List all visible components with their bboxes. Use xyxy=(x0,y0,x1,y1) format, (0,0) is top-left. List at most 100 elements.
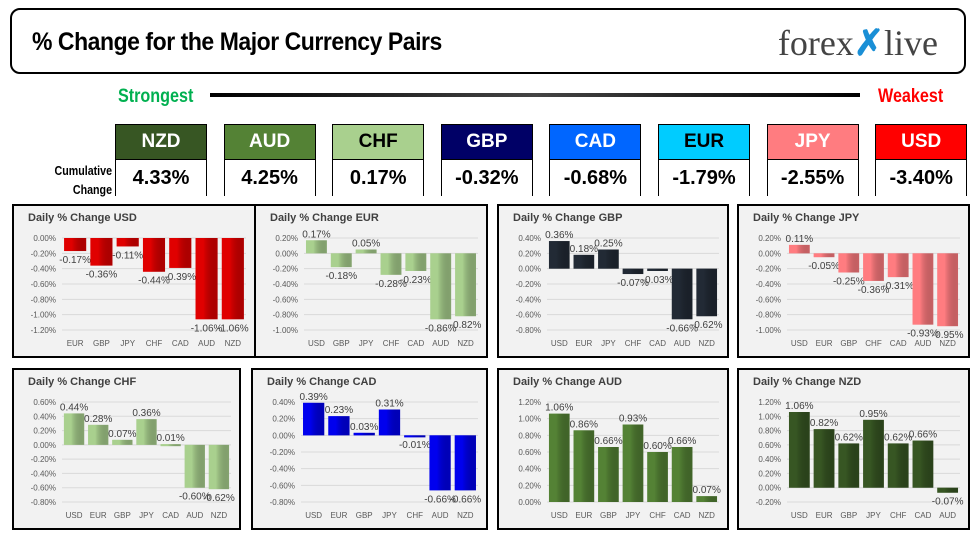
cumulative-value: -0.68% xyxy=(550,160,641,196)
chart-nzd: Daily % Change NZD -0.20% 0.00% 0.20% 0.40% 0… xyxy=(737,368,970,530)
x-tick-label: CHF xyxy=(865,339,882,348)
data-label: -0.93% xyxy=(907,329,939,340)
currency-box-eur: EUR -1.79% xyxy=(658,124,750,196)
currency-box-jpy: JPY -2.55% xyxy=(766,124,859,196)
data-label: -0.03% xyxy=(642,275,674,286)
bar-shade xyxy=(455,253,477,317)
x-tick-label: AUD xyxy=(432,511,449,520)
x-tick-label: USD xyxy=(551,511,568,520)
data-label: 0.23% xyxy=(325,405,353,416)
y-tick-label: 1.00% xyxy=(518,415,541,424)
bar-shade xyxy=(116,238,139,247)
cumulative-value: -0.32% xyxy=(441,160,532,196)
y-tick-label: -0.40% xyxy=(273,280,298,289)
bar-shade xyxy=(160,444,181,447)
y-tick-label: -0.40% xyxy=(31,265,56,274)
x-tick-label: CHF xyxy=(383,339,400,348)
data-label: 0.66% xyxy=(594,436,622,447)
cumulative-value: -2.55% xyxy=(767,160,858,196)
y-tick-label: -0.20% xyxy=(270,448,295,457)
bar-shade xyxy=(330,253,352,268)
data-label: -0.66% xyxy=(666,323,698,334)
x-tick-label: USD xyxy=(308,339,325,348)
x-tick-label: NZD xyxy=(211,511,228,520)
bar-shade xyxy=(696,496,718,502)
y-tick-label: -0.60% xyxy=(756,295,781,304)
bar-shade xyxy=(142,238,166,272)
data-label: 0.44% xyxy=(60,402,88,413)
y-tick-label: 0.00% xyxy=(272,431,295,440)
bar-shade xyxy=(169,238,192,268)
x-tick-label: NZD xyxy=(698,339,715,348)
cumulative-change-label: Cumulative Change xyxy=(41,161,112,199)
chart-aud: Daily % Change AUD 0.00% 0.20% 0.40% 0.60% 0.… xyxy=(497,368,729,530)
bar-shade xyxy=(136,419,157,445)
y-tick-label: -0.20% xyxy=(31,249,56,258)
y-tick-label: 0.20% xyxy=(275,234,298,243)
data-label: -0.18% xyxy=(325,271,357,282)
x-tick-label: USD xyxy=(551,339,568,348)
data-label: -0.17% xyxy=(59,255,91,266)
currency-code: NZD xyxy=(116,125,206,160)
bar-shade xyxy=(912,253,934,325)
bar-shade xyxy=(912,440,934,488)
x-tick-label: CAD xyxy=(407,339,424,348)
data-label: -0.39% xyxy=(164,272,196,283)
data-label: -0.86% xyxy=(425,323,457,334)
y-tick-label: 0.20% xyxy=(758,469,781,478)
x-tick-label: JPY xyxy=(601,339,616,348)
bar-shade xyxy=(328,416,350,436)
cumulative-value: -3.40% xyxy=(876,160,967,196)
bar-shade xyxy=(208,444,230,490)
data-label: -0.28% xyxy=(375,279,407,290)
x-tick-label: USD xyxy=(66,511,83,520)
currency-code: JPY xyxy=(767,125,858,160)
y-tick-label: 0.80% xyxy=(758,427,781,436)
bar-shade xyxy=(696,268,718,317)
chart-usd: Daily % Change USD -1.20% -1.00% -0.80% -0.6… xyxy=(12,204,256,358)
y-tick-label: -0.40% xyxy=(516,295,541,304)
y-tick-label: 0.00% xyxy=(518,498,541,507)
x-tick-label: USD xyxy=(305,511,322,520)
bar-shade xyxy=(788,244,810,254)
data-label: 0.25% xyxy=(594,239,622,250)
y-tick-label: -0.60% xyxy=(31,280,56,289)
data-label: -1.06% xyxy=(191,323,223,334)
data-label: -0.60% xyxy=(179,492,211,503)
page-title: % Change for the Major Currency Pairs xyxy=(32,28,442,56)
bar-shade xyxy=(548,241,570,269)
y-tick-label: -0.20% xyxy=(273,265,298,274)
y-tick-label: 0.00% xyxy=(33,441,56,450)
x-tick-label: USD xyxy=(791,511,808,520)
data-label: -0.25% xyxy=(833,277,865,288)
cumulative-value: 0.17% xyxy=(333,160,424,196)
y-tick-label: -0.60% xyxy=(270,481,295,490)
y-tick-label: 1.00% xyxy=(758,412,781,421)
data-label: 0.18% xyxy=(570,244,598,255)
weakest-label: Weakest xyxy=(878,86,944,107)
currency-code: GBP xyxy=(441,125,532,160)
y-tick-label: -0.80% xyxy=(31,498,56,507)
data-label: 0.28% xyxy=(84,414,112,425)
bar-shade xyxy=(378,409,401,436)
y-tick-label: -0.20% xyxy=(516,280,541,289)
data-label: -0.62% xyxy=(691,320,723,331)
data-label: -0.95% xyxy=(932,330,964,341)
currency-code: EUR xyxy=(659,125,749,160)
y-tick-label: 0.00% xyxy=(275,249,298,258)
x-tick-label: GBP xyxy=(840,339,857,348)
cumulative-label-line2: Change xyxy=(72,182,112,197)
y-tick-label: -0.60% xyxy=(31,484,56,493)
x-tick-label: CHF xyxy=(146,339,163,348)
bar-shade xyxy=(355,249,377,254)
x-tick-label: JPY xyxy=(866,511,881,520)
bar-shade xyxy=(838,253,860,273)
x-tick-label: NZD xyxy=(457,339,474,348)
bar-shade xyxy=(195,238,218,320)
bar-shade xyxy=(429,435,451,491)
x-tick-label: GBP xyxy=(840,511,857,520)
y-tick-label: 0.40% xyxy=(518,465,541,474)
x-tick-label: GBP xyxy=(333,339,350,348)
y-tick-label: 0.00% xyxy=(758,249,781,258)
data-label: 0.60% xyxy=(643,441,671,452)
